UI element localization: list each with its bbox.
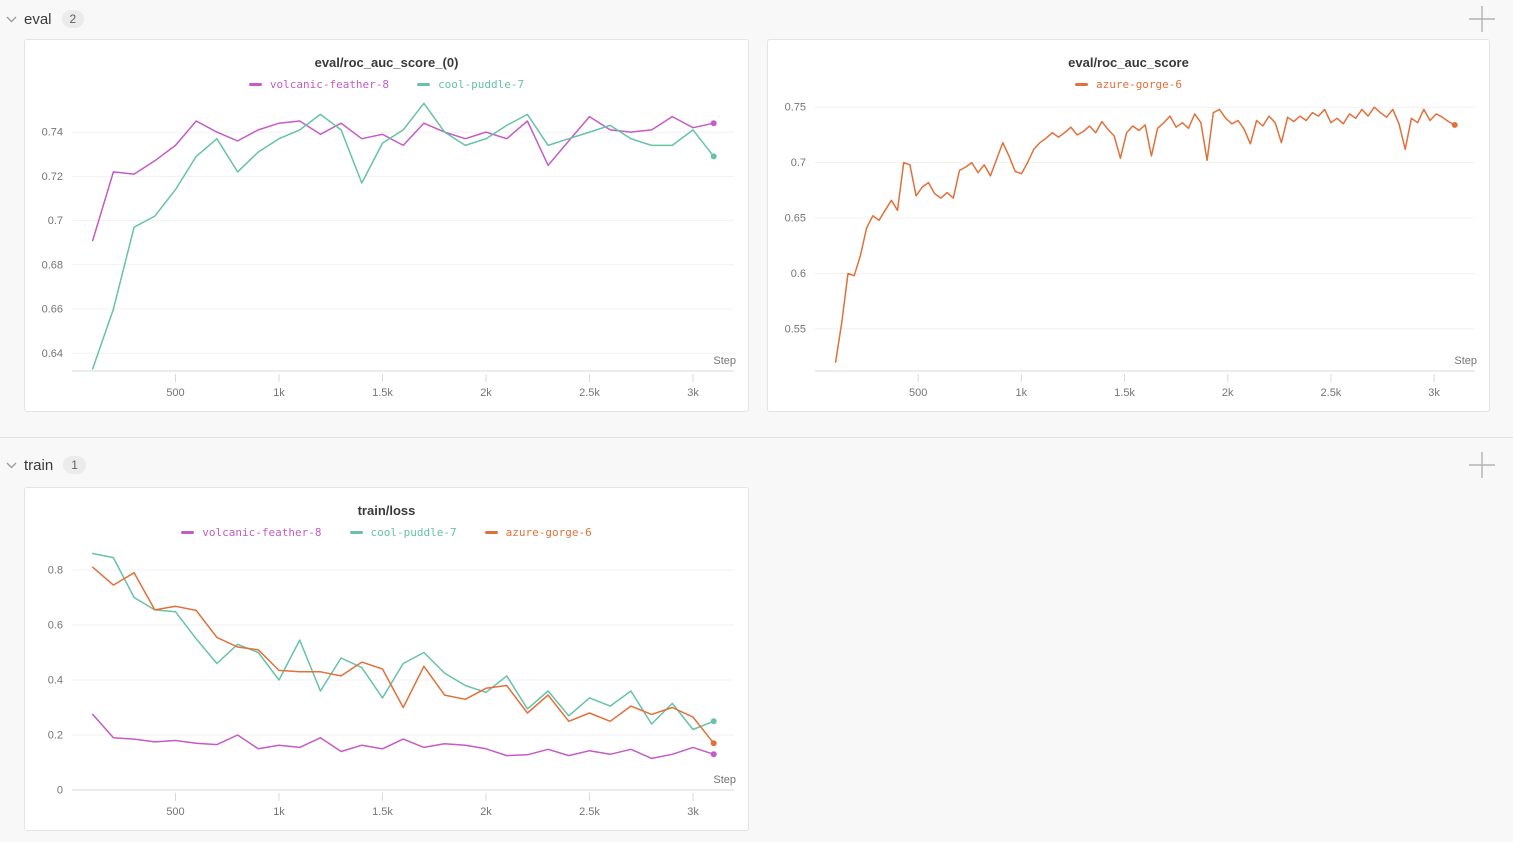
section-header-eval[interactable]: eval 2 bbox=[0, 4, 1513, 34]
chevron-down-icon[interactable] bbox=[0, 462, 22, 469]
legend-swatch bbox=[248, 83, 262, 86]
plus-icon[interactable] bbox=[1468, 451, 1496, 479]
section-title: eval bbox=[24, 10, 52, 28]
legend-swatch bbox=[349, 531, 363, 534]
svg-text:0.68: 0.68 bbox=[42, 259, 63, 271]
svg-text:2k: 2k bbox=[1222, 387, 1234, 399]
svg-text:0.75: 0.75 bbox=[785, 102, 806, 114]
legend-run-name: azure-gorge-6 bbox=[1095, 78, 1183, 91]
svg-text:1k: 1k bbox=[1016, 387, 1028, 399]
chart-legend: volcanic-feather-8 cool-puddle-7 azure-gor… bbox=[25, 525, 748, 540]
plus-icon[interactable] bbox=[1468, 5, 1496, 33]
svg-text:0.7: 0.7 bbox=[48, 215, 63, 227]
legend-item: volcanic-feather-8 bbox=[181, 526, 322, 539]
legend-swatch bbox=[417, 83, 431, 86]
svg-text:Step: Step bbox=[1454, 355, 1477, 367]
panel-count-badge: 1 bbox=[63, 456, 86, 474]
svg-text:1.5k: 1.5k bbox=[1114, 387, 1135, 399]
panel-eval-roc-auc-score-0[interactable]: eval/roc_auc_score_(0) volcanic-feather-… bbox=[24, 39, 749, 412]
svg-text:2k: 2k bbox=[480, 387, 492, 399]
chart-title: train/loss bbox=[357, 503, 416, 518]
svg-text:Step: Step bbox=[713, 774, 736, 786]
svg-text:Step: Step bbox=[713, 355, 736, 367]
legend-swatch bbox=[181, 531, 195, 534]
legend-run-name: volcanic-feather-8 bbox=[202, 526, 322, 539]
legend-item: azure-gorge-6 bbox=[484, 526, 592, 539]
svg-text:0.74: 0.74 bbox=[42, 127, 63, 139]
chart-legend: volcanic-feather-8 cool-puddle-7 bbox=[25, 77, 748, 92]
svg-text:1.5k: 1.5k bbox=[372, 806, 393, 818]
chart-title: eval/roc_auc_score bbox=[1068, 55, 1189, 70]
svg-text:0: 0 bbox=[57, 785, 63, 797]
svg-text:2.5k: 2.5k bbox=[579, 806, 600, 818]
svg-text:500: 500 bbox=[909, 387, 927, 399]
panel-train-loss[interactable]: train/loss volcanic-feather-8 cool-puddle… bbox=[24, 487, 749, 831]
legend-run-name: cool-puddle-7 bbox=[438, 78, 525, 91]
chart-title: eval/roc_auc_score_(0) bbox=[314, 55, 459, 70]
svg-text:3k: 3k bbox=[687, 806, 699, 818]
section-title: train bbox=[24, 456, 54, 474]
legend-swatch bbox=[1074, 83, 1088, 86]
svg-text:2k: 2k bbox=[480, 806, 492, 818]
svg-text:0.65: 0.65 bbox=[785, 213, 806, 225]
legend-run-name: volcanic-feather-8 bbox=[269, 78, 390, 91]
chart-canvas[interactable]: 0.55 0.6 0.65 0.7 0.75 500 1k 1.5k 2k 2.5k 3k Step bbox=[768, 92, 1489, 411]
panel-eval-roc-auc-score[interactable]: eval/roc_auc_score azure-gorge-6 0.55 0.6… bbox=[767, 39, 1490, 412]
legend-item: azure-gorge-6 bbox=[1074, 78, 1183, 91]
svg-text:0.55: 0.55 bbox=[785, 323, 806, 335]
svg-text:0.6: 0.6 bbox=[48, 620, 63, 632]
legend-item: cool-puddle-7 bbox=[349, 526, 457, 539]
svg-text:3k: 3k bbox=[1428, 387, 1440, 399]
panel-count-badge: 2 bbox=[61, 10, 85, 28]
svg-text:0.7: 0.7 bbox=[791, 157, 806, 169]
svg-text:1.5k: 1.5k bbox=[372, 387, 393, 399]
svg-text:500: 500 bbox=[166, 806, 184, 818]
section-header-train[interactable]: train 1 bbox=[0, 450, 1513, 480]
section-divider bbox=[0, 437, 1513, 438]
svg-text:0.4: 0.4 bbox=[48, 675, 63, 687]
svg-text:3k: 3k bbox=[687, 387, 699, 399]
legend-item: cool-puddle-7 bbox=[417, 78, 524, 91]
legend-run-name: cool-puddle-7 bbox=[370, 526, 457, 539]
svg-text:500: 500 bbox=[166, 387, 184, 399]
svg-text:0.6: 0.6 bbox=[791, 268, 806, 280]
legend-swatch bbox=[484, 531, 498, 534]
svg-text:0.8: 0.8 bbox=[48, 565, 63, 577]
chart-canvas[interactable]: 0.64 0.66 0.68 0.7 0.72 0.74 500 1k 1.5k 2k 2.5k 3k… bbox=[25, 92, 748, 411]
legend-item: volcanic-feather-8 bbox=[248, 78, 390, 91]
svg-text:1k: 1k bbox=[273, 806, 285, 818]
svg-text:0.2: 0.2 bbox=[48, 730, 63, 742]
svg-text:0.66: 0.66 bbox=[42, 304, 63, 316]
legend-run-name: azure-gorge-6 bbox=[505, 526, 592, 539]
chart-canvas[interactable]: 0 0.2 0.4 0.6 0.8 500 1k 1.5k 2k 2.5k 3k Step bbox=[25, 540, 748, 830]
svg-text:0.72: 0.72 bbox=[42, 171, 63, 183]
svg-text:2.5k: 2.5k bbox=[579, 387, 600, 399]
svg-text:1k: 1k bbox=[273, 387, 285, 399]
svg-text:2.5k: 2.5k bbox=[1321, 387, 1342, 399]
chevron-down-icon[interactable] bbox=[0, 16, 22, 23]
chart-legend: azure-gorge-6 bbox=[768, 77, 1489, 92]
svg-text:0.64: 0.64 bbox=[42, 348, 63, 360]
